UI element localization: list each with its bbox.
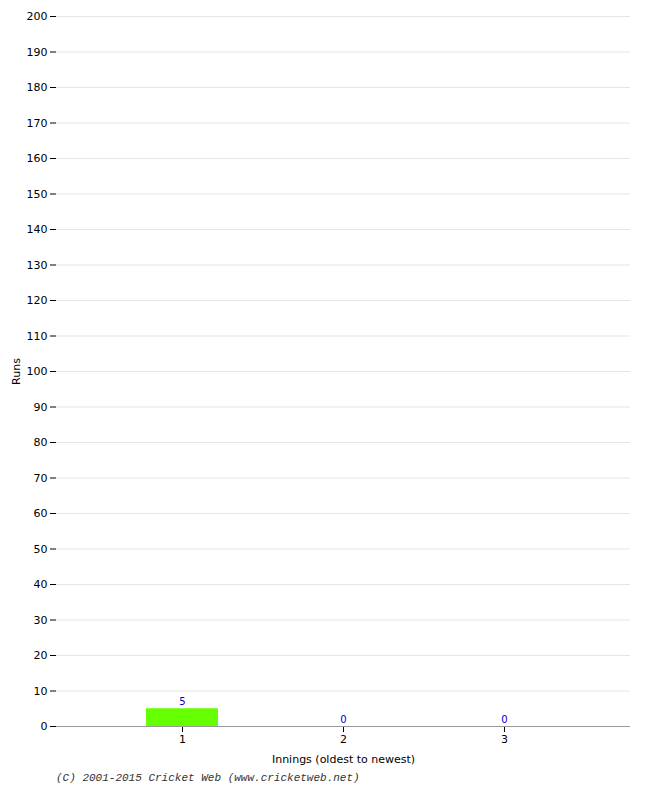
svg-text:150: 150 <box>27 188 48 201</box>
svg-text:Runs: Runs <box>10 358 23 385</box>
svg-text:120: 120 <box>27 294 48 307</box>
svg-text:50: 50 <box>34 543 48 556</box>
svg-text:170: 170 <box>27 117 48 130</box>
svg-text:80: 80 <box>34 436 48 449</box>
svg-text:110: 110 <box>27 330 48 343</box>
svg-text:60: 60 <box>34 507 48 520</box>
svg-text:100: 100 <box>27 365 48 378</box>
svg-text:200: 200 <box>27 10 48 23</box>
svg-text:10: 10 <box>34 685 48 698</box>
svg-text:1: 1 <box>179 733 186 746</box>
svg-text:5: 5 <box>179 696 185 707</box>
svg-text:40: 40 <box>34 578 48 591</box>
svg-text:140: 140 <box>27 223 48 236</box>
svg-text:0: 0 <box>501 714 507 725</box>
svg-text:20: 20 <box>34 649 48 662</box>
svg-text:0: 0 <box>41 720 48 733</box>
svg-text:Innings (oldest to newest): Innings (oldest to newest) <box>272 753 415 766</box>
svg-text:190: 190 <box>27 46 48 59</box>
svg-text:180: 180 <box>27 81 48 94</box>
svg-text:0: 0 <box>340 714 346 725</box>
svg-text:90: 90 <box>34 401 48 414</box>
svg-text:30: 30 <box>34 614 48 627</box>
html-text:(C) 2001-2015 Cricket Web (www: (C) 2001-2015 Cricket Web (www.cricketwe… <box>56 772 360 784</box>
svg-text:2: 2 <box>340 733 347 746</box>
svg-text:130: 130 <box>27 259 48 272</box>
svg-text:3: 3 <box>501 733 508 746</box>
svg-text:70: 70 <box>34 472 48 485</box>
svg-text:160: 160 <box>27 152 48 165</box>
